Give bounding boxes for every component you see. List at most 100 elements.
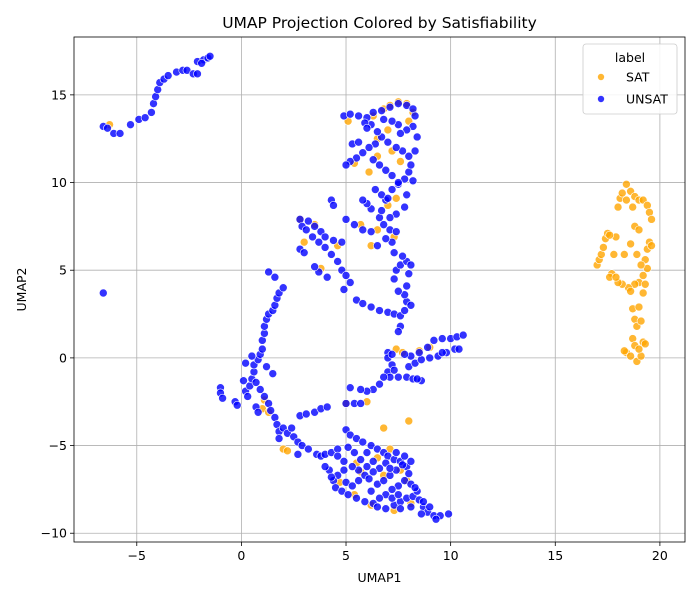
legend-marker-sat <box>597 73 605 81</box>
unsat-point <box>266 406 275 415</box>
unsat-point <box>163 71 173 80</box>
sat-point <box>364 167 374 177</box>
unsat-point <box>410 483 420 492</box>
y-tick-label: 15 <box>51 87 67 102</box>
unsat-point <box>458 330 468 340</box>
unsat-point <box>339 465 349 475</box>
unsat-point <box>387 171 397 180</box>
unsat-point <box>98 288 108 298</box>
unsat-point <box>103 123 112 133</box>
unsat-point <box>396 504 405 513</box>
unsat-point <box>270 272 280 282</box>
unsat-point <box>366 302 376 312</box>
unsat-point <box>274 434 284 443</box>
unsat-point <box>391 227 401 236</box>
legend-label-sat: SAT <box>626 70 650 85</box>
unsat-point <box>400 306 409 315</box>
unsat-point <box>264 267 273 277</box>
sat-point <box>647 241 656 250</box>
unsat-point <box>394 178 403 187</box>
unsat-point <box>379 115 388 124</box>
sat-point <box>605 230 614 240</box>
unsat-point <box>262 362 271 371</box>
unsat-point <box>444 509 453 519</box>
unsat-point <box>404 269 414 279</box>
unsat-point <box>379 220 388 229</box>
unsat-point <box>126 120 135 129</box>
unsat-point <box>358 195 368 205</box>
legend-label-unsat: UNSAT <box>626 92 668 107</box>
sat-point <box>638 271 648 280</box>
unsat-point <box>341 399 351 408</box>
unsat-point <box>333 257 342 266</box>
unsat-point <box>364 143 374 152</box>
unsat-point <box>322 402 332 412</box>
unsat-point <box>341 160 351 170</box>
sat-point <box>626 239 635 249</box>
sat-point <box>622 195 631 205</box>
unsat-point <box>417 509 426 519</box>
unsat-point <box>394 286 403 296</box>
unsat-point <box>366 486 376 496</box>
legend-box <box>582 43 678 115</box>
unsat-point <box>406 457 416 466</box>
sat-point <box>299 237 309 247</box>
unsat-point <box>437 334 447 343</box>
sat-point <box>634 344 644 354</box>
sat-point <box>283 446 292 456</box>
sat-point <box>638 288 648 298</box>
unsat-point <box>368 457 378 466</box>
unsat-point <box>368 467 378 477</box>
unsat-point <box>260 392 269 401</box>
unsat-point <box>362 123 372 133</box>
unsat-point <box>387 116 397 126</box>
unsat-point <box>410 111 420 121</box>
sat-point <box>396 157 405 166</box>
unsat-point <box>419 497 428 506</box>
unsat-point <box>379 476 388 485</box>
unsat-point <box>366 227 376 236</box>
unsat-point <box>408 176 418 186</box>
unsat-point <box>301 409 311 419</box>
unsat-point <box>253 407 263 417</box>
unsat-point <box>391 448 401 457</box>
unsat-point <box>147 108 156 117</box>
unsat-point <box>377 106 386 115</box>
unsat-point <box>255 385 265 394</box>
unsat-point <box>345 278 355 287</box>
unsat-point <box>454 344 464 354</box>
unsat-point <box>341 271 351 280</box>
unsat-point <box>398 460 407 470</box>
unsat-point <box>345 109 355 119</box>
unsat-point <box>364 474 374 484</box>
unsat-point <box>383 137 393 147</box>
unsat-point <box>350 220 359 229</box>
unsat-point <box>404 151 414 161</box>
chart-title: UMAP Projection Colored by Satisfiabilit… <box>222 14 537 32</box>
unsat-point <box>320 243 330 252</box>
unsat-point <box>412 374 422 384</box>
unsat-point <box>394 372 403 382</box>
unsat-point <box>371 185 380 194</box>
plot-frame <box>73 36 686 543</box>
unsat-point <box>320 232 330 242</box>
unsat-point <box>258 344 267 354</box>
unsat-point <box>314 237 324 247</box>
sat-point <box>613 202 623 212</box>
unsat-point <box>410 146 420 156</box>
unsat-point <box>310 222 319 231</box>
unsat-point <box>429 336 439 345</box>
sat-point <box>599 243 608 252</box>
unsat-point <box>389 248 399 257</box>
sat-point <box>383 125 393 135</box>
unsat-point <box>362 448 372 457</box>
sat-point <box>622 179 631 189</box>
sat-point <box>640 279 650 289</box>
unsat-point <box>404 469 414 478</box>
unsat-point <box>339 457 349 466</box>
x-tick-label: 10 <box>443 548 459 563</box>
legend-title: label <box>615 50 645 65</box>
unsat-point <box>343 490 353 499</box>
unsat-point <box>301 225 311 235</box>
unsat-point <box>402 190 412 200</box>
